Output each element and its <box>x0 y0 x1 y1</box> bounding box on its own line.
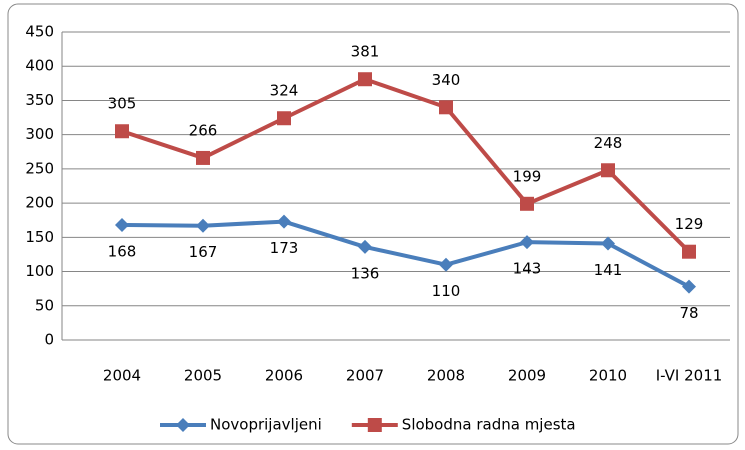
marker <box>196 218 210 233</box>
data-label: 143 <box>513 260 542 278</box>
series-line <box>121 219 690 289</box>
marker <box>439 100 453 115</box>
x-tick-label: 2008 <box>427 367 465 385</box>
data-label: 173 <box>270 239 299 257</box>
marker <box>682 244 696 259</box>
marker <box>115 124 129 139</box>
data-label: 248 <box>594 134 623 152</box>
data-label: 141 <box>594 261 623 279</box>
x-tick-label: 2009 <box>508 367 546 385</box>
y-tick-label: 100 <box>25 262 54 280</box>
x-tick-label: 2005 <box>184 367 222 385</box>
marker <box>115 218 129 233</box>
x-tick-label: 2007 <box>346 367 384 385</box>
marker <box>439 257 453 272</box>
marker <box>520 196 534 211</box>
y-tick-label: 200 <box>25 194 54 212</box>
data-label: 78 <box>679 304 698 322</box>
y-tick-label: 150 <box>25 228 54 246</box>
marker <box>358 239 372 254</box>
y-tick-label: 300 <box>25 125 54 143</box>
marker <box>520 235 534 250</box>
data-label: 199 <box>513 167 542 185</box>
data-label: 305 <box>108 95 137 113</box>
data-label: 110 <box>432 282 461 300</box>
marker <box>176 418 190 432</box>
x-tick-label: 2006 <box>265 367 303 385</box>
data-label: 340 <box>432 71 461 89</box>
marker <box>682 279 696 294</box>
y-tick-label: 50 <box>35 296 54 314</box>
x-tick-label: 2004 <box>103 367 141 385</box>
marker <box>277 111 291 126</box>
data-label: 167 <box>189 243 218 261</box>
marker <box>601 236 615 251</box>
data-label: 168 <box>108 243 137 261</box>
y-tick-label: 0 <box>44 331 54 349</box>
data-label: 381 <box>351 43 380 61</box>
legend-label: Slobodna radna mjesta <box>402 416 576 434</box>
marker <box>277 214 291 229</box>
x-tick-label: I-VI 2011 <box>656 367 723 385</box>
series-line <box>121 77 691 254</box>
y-tick-label: 450 <box>25 23 54 41</box>
y-tick-label: 350 <box>25 91 54 109</box>
x-tick-label: 2010 <box>589 367 627 385</box>
marker <box>358 72 372 87</box>
y-tick-label: 400 <box>25 57 54 75</box>
data-label: 129 <box>675 215 704 233</box>
marker <box>367 418 382 432</box>
legend-label: Novoprijavljeni <box>210 416 322 434</box>
marker <box>196 150 210 165</box>
chart-frame <box>7 3 739 445</box>
data-label: 266 <box>189 121 218 139</box>
y-tick-label: 250 <box>25 159 54 177</box>
data-label: 136 <box>351 264 380 282</box>
marker <box>601 163 615 178</box>
data-label: 324 <box>270 82 299 100</box>
